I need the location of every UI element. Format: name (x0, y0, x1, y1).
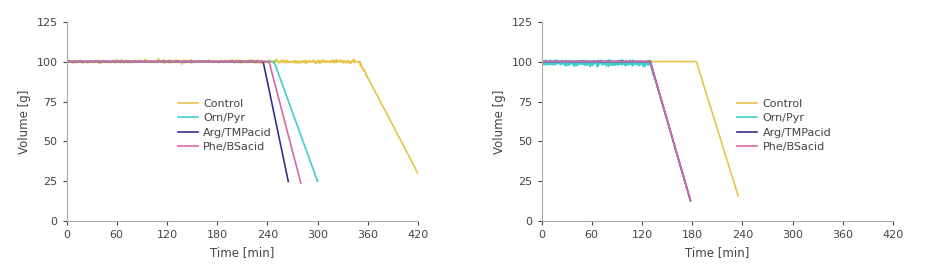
Line: Orn/Pyr: Orn/Pyr (542, 60, 691, 201)
Control (705, 107, 716, 110)
Arg/TMPacid (229, 60, 240, 63)
Arg/TMPacid (190, 60, 201, 63)
Phe/BSacid (295, 181, 307, 185)
Phe/BSacid (685, 199, 696, 202)
Line: Control: Control (542, 62, 738, 196)
Control (685, 60, 696, 63)
Phe/BSacid (262, 60, 274, 63)
Arg/TMPacid (622, 60, 634, 63)
Legend: Control, Orn/Pyr, Arg/TMPacid, Phe/BSacid: Control, Orn/Pyr, Arg/TMPacid, Phe/BSaci… (737, 99, 831, 152)
Arg/TMPacid (536, 60, 547, 63)
Control (548, 60, 560, 63)
Phe/BSacid (75, 60, 86, 63)
Control (83, 61, 94, 65)
Control (650, 60, 661, 63)
Orn/Pyr (213, 60, 224, 63)
Orn/Pyr (206, 60, 218, 63)
Orn/Pyr (312, 180, 323, 183)
Phe/BSacid (238, 60, 250, 63)
Arg/TMPacid (545, 60, 557, 63)
Phe/BSacid (545, 60, 557, 63)
Arg/TMPacid (626, 60, 637, 63)
Y-axis label: Volume [g]: Volume [g] (18, 89, 30, 154)
Arg/TMPacid (252, 60, 263, 63)
Line: Phe/BSacid: Phe/BSacid (66, 62, 301, 183)
Orn/Pyr (76, 60, 87, 63)
Control (61, 60, 72, 63)
Orn/Pyr (277, 84, 289, 87)
Phe/BSacid (626, 60, 637, 63)
Phe/BSacid (203, 60, 215, 63)
Phe/BSacid (664, 127, 675, 131)
Phe/BSacid (536, 60, 547, 63)
Orn/Pyr (649, 76, 660, 80)
Line: Phe/BSacid: Phe/BSacid (542, 62, 691, 201)
Orn/Pyr (545, 62, 557, 65)
Orn/Pyr (61, 60, 72, 63)
Line: Arg/TMPacid: Arg/TMPacid (542, 62, 691, 201)
Orn/Pyr (664, 129, 675, 132)
Arg/TMPacid (61, 60, 72, 63)
Orn/Pyr (536, 60, 547, 63)
X-axis label: Time [min]: Time [min] (210, 246, 275, 259)
Orn/Pyr (685, 199, 696, 202)
Line: Arg/TMPacid: Arg/TMPacid (66, 62, 288, 181)
Orn/Pyr (251, 60, 262, 63)
X-axis label: Time [min]: Time [min] (685, 246, 750, 259)
Orn/Pyr (626, 64, 637, 67)
Arg/TMPacid (685, 199, 696, 202)
Legend: Control, Orn/Pyr, Arg/TMPacid, Phe/BSacid: Control, Orn/Pyr, Arg/TMPacid, Phe/BSaci… (178, 99, 272, 152)
Arg/TMPacid (74, 60, 85, 63)
Orn/Pyr (617, 58, 628, 62)
Control (328, 61, 339, 64)
Arg/TMPacid (631, 60, 642, 63)
Control (732, 194, 744, 197)
Orn/Pyr (631, 62, 642, 65)
Control (364, 79, 375, 83)
Control (275, 60, 286, 64)
Control (656, 60, 667, 63)
Phe/BSacid (210, 60, 221, 63)
Line: Control: Control (66, 59, 418, 173)
Arg/TMPacid (664, 127, 675, 131)
Arg/TMPacid (282, 180, 294, 183)
Phe/BSacid (197, 60, 208, 63)
Line: Orn/Pyr: Orn/Pyr (66, 62, 317, 181)
Control (412, 172, 424, 175)
Control (285, 60, 296, 63)
Arg/TMPacid (649, 75, 660, 78)
Orn/Pyr (220, 60, 232, 63)
Arg/TMPacid (202, 60, 214, 63)
Control (661, 60, 673, 63)
Control (536, 60, 547, 63)
Arg/TMPacid (196, 60, 207, 63)
Control (153, 57, 164, 60)
Phe/BSacid (622, 60, 634, 63)
Phe/BSacid (631, 60, 642, 63)
Control (265, 60, 276, 63)
Y-axis label: Volume [g]: Volume [g] (493, 89, 505, 154)
Orn/Pyr (622, 63, 634, 67)
Phe/BSacid (649, 75, 660, 78)
Phe/BSacid (61, 60, 72, 63)
